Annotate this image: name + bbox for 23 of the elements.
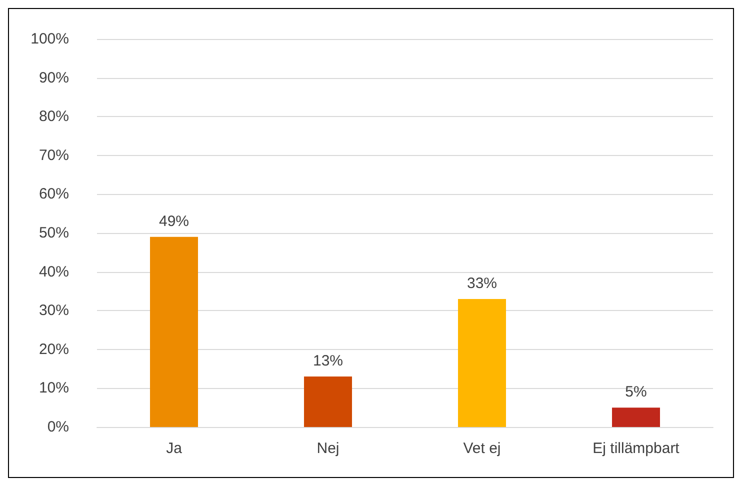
bar (458, 298, 506, 427)
y-tick-label: 80% (38, 108, 69, 126)
y-tick-label: 70% (38, 146, 69, 164)
x-tick-label: Ja (166, 440, 183, 457)
x-tick-label: Vet ej (463, 440, 501, 457)
y-tick-label: 100% (30, 30, 69, 48)
data-label: 33% (466, 274, 498, 292)
bar (612, 408, 660, 427)
bar (150, 236, 198, 427)
data-label: 5% (625, 384, 647, 401)
y-tick-label: 40% (38, 263, 69, 280)
y-tick-label: 30% (38, 302, 69, 320)
bar (304, 376, 352, 427)
x-tick-label: Nej (316, 440, 340, 457)
y-tick-label: 20% (38, 340, 69, 358)
x-tick-label: Ej tillämpbart (592, 440, 680, 457)
y-tick-label: 10% (38, 380, 69, 397)
data-label: 13% (312, 352, 344, 370)
y-tick-label: 50% (38, 224, 69, 242)
y-tick-label: 60% (38, 186, 69, 203)
data-label: 49% (158, 212, 190, 230)
y-tick-label: 0% (47, 418, 69, 436)
y-tick-label: 90% (38, 69, 69, 86)
